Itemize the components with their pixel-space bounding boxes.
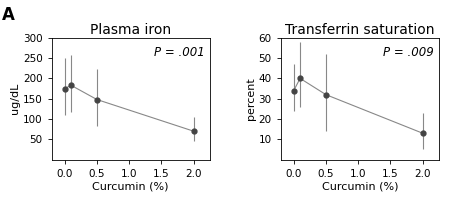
X-axis label: Curcumin (%): Curcumin (%) [321, 181, 398, 191]
Text: P = .001: P = .001 [154, 46, 205, 59]
Y-axis label: percent: percent [246, 77, 256, 120]
Title: Transferrin saturation: Transferrin saturation [285, 23, 435, 37]
Text: P = .009: P = .009 [383, 46, 434, 59]
X-axis label: Curcumin (%): Curcumin (%) [93, 181, 169, 191]
Y-axis label: ug/dL: ug/dL [10, 83, 20, 114]
Title: Plasma iron: Plasma iron [90, 23, 171, 37]
Text: A: A [2, 6, 15, 24]
